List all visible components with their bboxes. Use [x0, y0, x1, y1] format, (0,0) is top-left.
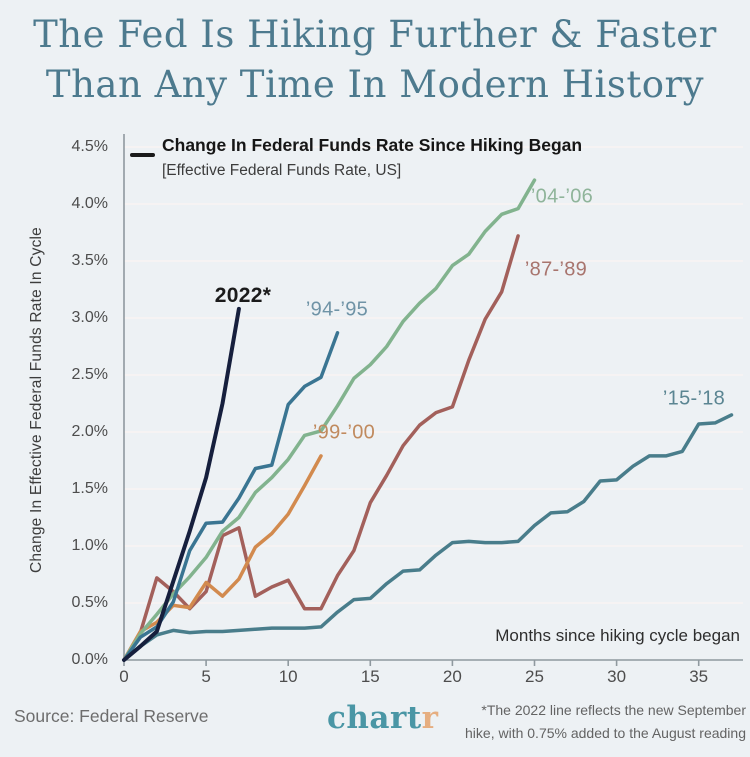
- y-tick-label-4.0%: 4.0%: [71, 195, 108, 212]
- y-tick-label-1.5%: 1.5%: [71, 480, 108, 497]
- x-tick-label-25: 25: [525, 667, 544, 686]
- series-label-15-18: ’15-’18: [662, 387, 726, 410]
- source-credit: Source: Federal Reserve: [14, 706, 209, 726]
- y-tick-label-2.0%: 2.0%: [71, 423, 108, 440]
- x-tick-label-5: 5: [201, 667, 211, 686]
- x-tick-label-30: 30: [607, 667, 627, 686]
- logo-text-r: r: [421, 700, 439, 736]
- series-label-2022: 2022*: [214, 284, 272, 307]
- title-line-1: The Fed Is Hiking Further & Faster: [33, 13, 717, 56]
- y-tick-label-3.0%: 3.0%: [71, 309, 108, 326]
- legend-line-swatch: [130, 153, 155, 157]
- series-label-94-95: ’94-’95: [305, 298, 369, 321]
- y-tick-label-2.5%: 2.5%: [71, 366, 108, 383]
- series-line-94-95: [122, 331, 340, 662]
- footnote-line-2: hike, with 0.75% added to the August rea…: [465, 725, 746, 741]
- y-tick-label-1.0%: 1.0%: [71, 537, 108, 554]
- series-label-87-89: ’87-’89: [524, 258, 588, 281]
- footnote: *The 2022 line reflects the new Septembe…: [465, 699, 746, 745]
- x-tick-label-15: 15: [360, 667, 380, 686]
- y-tick-label-0.5%: 0.5%: [71, 594, 108, 611]
- x-tick-label-20: 20: [442, 667, 462, 686]
- x-tick-label-35: 35: [689, 667, 709, 686]
- series-line-2022: [122, 306, 241, 662]
- series-line-99-00: [122, 454, 323, 662]
- x-tick-label-0: 0: [119, 667, 129, 686]
- footnote-line-1: *The 2022 line reflects the new Septembe…: [481, 702, 746, 718]
- series-label-04-06: ’04-’06: [530, 185, 594, 208]
- y-axis-title: Change In Effective Federal Funds Rate I…: [28, 227, 45, 573]
- legend-title: Change In Federal Funds Rate Since Hikin…: [162, 135, 583, 155]
- series-line-04-06: [122, 178, 537, 662]
- chartr-logo: chartr: [327, 700, 439, 736]
- series-line-15-18: [122, 413, 734, 662]
- y-tick-label-3.5%: 3.5%: [71, 252, 108, 269]
- y-tick-label-4.5%: 4.5%: [71, 138, 108, 155]
- title-line-2: Than Any Time In Modern History: [45, 63, 705, 106]
- legend-subtitle: [Effective Federal Funds Rate, US]: [162, 162, 402, 179]
- x-tick-label-10: 10: [278, 667, 298, 686]
- x-axis-title: Months since hiking cycle began: [495, 626, 740, 645]
- series-label-99-00: ’99-’00: [312, 421, 376, 444]
- axis-spines: [123, 134, 743, 661]
- logo-text-chart: chart: [327, 700, 422, 736]
- y-tick-label-0.0%: 0.0%: [71, 651, 108, 668]
- page-title: The Fed Is Hiking Further & Faster Than …: [0, 10, 750, 110]
